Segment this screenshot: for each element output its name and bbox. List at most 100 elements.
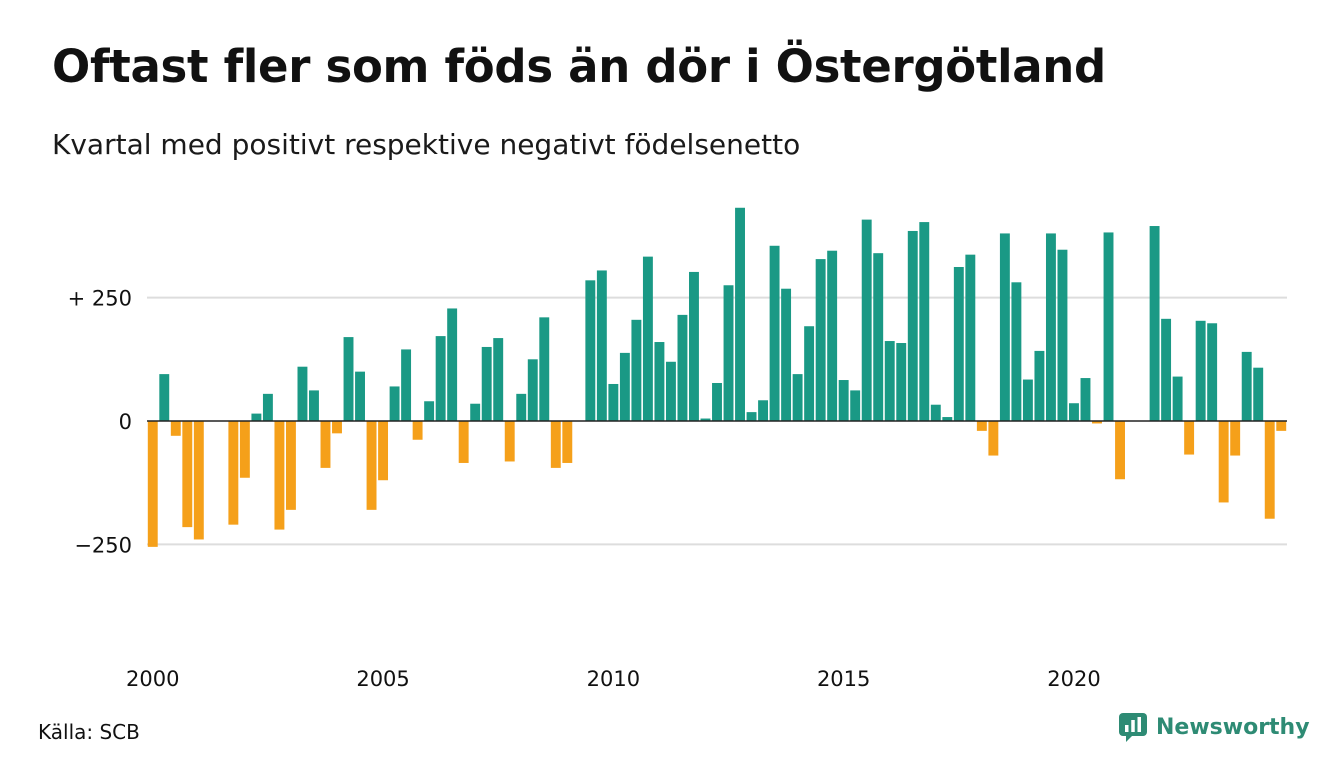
newsworthy-logo-icon bbox=[1119, 713, 1147, 742]
bar bbox=[585, 280, 596, 421]
bar bbox=[850, 390, 861, 421]
bar bbox=[930, 404, 941, 421]
bar bbox=[1092, 421, 1102, 424]
bar bbox=[239, 421, 250, 478]
bar bbox=[689, 271, 699, 421]
bar bbox=[1034, 350, 1045, 421]
bar bbox=[228, 421, 239, 525]
bar bbox=[815, 259, 826, 421]
chart-subtitle: Kvartal med positivt respektive negativt… bbox=[52, 128, 801, 161]
brand-logo[interactable]: Newsworthy bbox=[1118, 712, 1310, 742]
bar bbox=[562, 421, 573, 463]
bar bbox=[1069, 403, 1079, 421]
bar bbox=[596, 270, 607, 421]
bar bbox=[193, 421, 204, 540]
bar bbox=[470, 403, 481, 421]
bar bbox=[1184, 421, 1195, 455]
bar bbox=[1276, 421, 1287, 431]
y-axis-ticks: + 250 0 −250 bbox=[68, 287, 132, 558]
bar bbox=[769, 245, 780, 421]
bar bbox=[297, 366, 308, 421]
x-tick-label: 2010 bbox=[587, 667, 640, 691]
bar bbox=[343, 337, 354, 421]
bar bbox=[965, 254, 976, 421]
bar bbox=[999, 233, 1010, 421]
bar bbox=[1172, 376, 1183, 421]
bar bbox=[1022, 379, 1033, 421]
bar bbox=[1057, 249, 1068, 421]
bar bbox=[447, 308, 458, 421]
bar bbox=[1149, 226, 1160, 421]
bar-layer bbox=[147, 207, 1287, 547]
brand-name: Newsworthy bbox=[1156, 714, 1310, 740]
bar bbox=[1230, 421, 1241, 456]
chart-title: Oftast fler som föds än dör i Östergötla… bbox=[52, 40, 1106, 93]
bar bbox=[435, 336, 446, 421]
bar bbox=[1045, 233, 1056, 421]
bar bbox=[274, 421, 285, 530]
x-axis-ticks: 2000 2005 2010 2015 2020 bbox=[126, 667, 1101, 691]
bar bbox=[781, 288, 792, 421]
bar bbox=[251, 413, 262, 421]
bar bbox=[401, 349, 412, 421]
x-tick-label: 2015 bbox=[817, 667, 870, 691]
bar bbox=[1115, 421, 1125, 480]
bar bbox=[665, 361, 676, 421]
bar bbox=[1264, 421, 1275, 519]
grid-layer bbox=[147, 296, 1287, 546]
bar bbox=[792, 374, 803, 421]
bar bbox=[504, 421, 515, 462]
bar bbox=[320, 421, 331, 468]
bar bbox=[182, 421, 193, 528]
bar bbox=[896, 343, 907, 421]
bar bbox=[366, 421, 377, 510]
x-tick-label: 2005 bbox=[356, 667, 409, 691]
x-tick-label: 2000 bbox=[126, 667, 179, 691]
bar bbox=[631, 319, 642, 421]
source-note: Källa: SCB bbox=[38, 720, 140, 744]
y-tick-label: 0 bbox=[119, 410, 132, 434]
bar bbox=[481, 346, 492, 421]
bar bbox=[147, 421, 158, 547]
bar bbox=[642, 256, 653, 421]
bar bbox=[516, 393, 527, 421]
bar bbox=[746, 412, 757, 421]
bar bbox=[723, 285, 734, 421]
bar bbox=[1161, 318, 1172, 421]
bar bbox=[677, 314, 688, 421]
bar bbox=[412, 421, 423, 440]
bar bbox=[262, 393, 273, 421]
bar bbox=[1253, 367, 1264, 421]
bar bbox=[838, 380, 849, 421]
bar bbox=[389, 386, 400, 421]
bar bbox=[1207, 323, 1218, 421]
bar bbox=[1080, 378, 1091, 421]
bar bbox=[735, 207, 745, 421]
bar bbox=[1011, 282, 1022, 421]
bar bbox=[861, 219, 872, 421]
bar bbox=[953, 266, 964, 421]
bar bbox=[712, 382, 722, 421]
bar bbox=[332, 421, 342, 434]
bar bbox=[654, 342, 665, 421]
bar bbox=[285, 421, 296, 510]
bar bbox=[159, 374, 170, 421]
bar bbox=[1218, 421, 1229, 503]
bar bbox=[942, 417, 953, 421]
bar bbox=[170, 421, 181, 436]
bar bbox=[988, 421, 999, 456]
bar bbox=[884, 341, 895, 421]
bar bbox=[700, 418, 711, 421]
y-tick-label: −250 bbox=[74, 533, 132, 557]
bar bbox=[608, 383, 619, 421]
bar bbox=[527, 359, 538, 421]
bar bbox=[619, 352, 630, 421]
bar bbox=[919, 222, 930, 421]
bar bbox=[355, 371, 365, 421]
bar bbox=[804, 326, 815, 421]
bar bbox=[539, 317, 550, 421]
bar bbox=[758, 400, 769, 421]
bar bbox=[378, 421, 389, 481]
bar bbox=[873, 253, 884, 421]
